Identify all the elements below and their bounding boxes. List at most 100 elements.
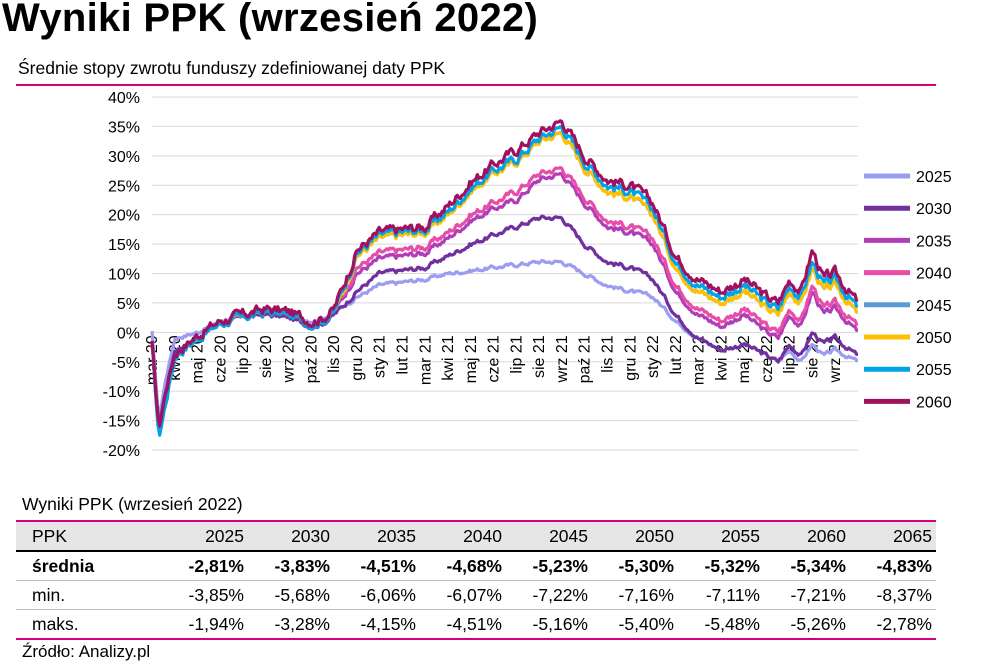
x-tick-label: sie 22: [804, 335, 821, 378]
row-label: średnia: [16, 551, 162, 581]
y-tick-label: 25%: [108, 178, 140, 195]
x-tick-label: wrz 22: [827, 335, 844, 383]
x-tick-label: cze 22: [759, 335, 776, 382]
x-tick-label: kwi 21: [440, 335, 457, 380]
table-cell: -4,68%: [420, 551, 506, 581]
x-tick-label: sty 22: [645, 335, 662, 378]
table-caption: Wyniki PPK (wrzesień 2022): [22, 494, 243, 514]
table-cell: -4,15%: [334, 609, 420, 640]
table-cell: -7,11%: [678, 580, 764, 610]
table-cell: -4,51%: [334, 551, 420, 581]
table-row-average: średnia -2,81% -3,83% -4,51% -4,68% -5,2…: [16, 551, 936, 581]
table-row-min: min. -3,85% -5,68% -6,06% -6,07% -7,22% …: [16, 580, 936, 610]
table-cell: -7,16%: [592, 580, 678, 610]
table-header-cell: 2025: [162, 520, 248, 552]
table-cell: -3,28%: [248, 609, 334, 640]
table-cell: -3,83%: [248, 551, 334, 581]
table-header-cell: PPK: [16, 520, 162, 552]
source-note: Źródło: Analizy.pl: [22, 642, 151, 661]
legend-label: 2035: [916, 233, 952, 250]
x-tick-label: gru 20: [349, 335, 366, 380]
table-cell: -5,34%: [764, 551, 850, 581]
table-header-cell: 2045: [506, 520, 592, 552]
table-cell: -5,48%: [678, 609, 764, 640]
series-line-2060: [150, 119, 859, 428]
series-line-2045: [150, 130, 859, 431]
y-tick-label: -15%: [103, 414, 140, 431]
series-line-2050: [150, 130, 859, 431]
x-tick-label: wrz 21: [554, 335, 571, 383]
table-cell: -5,16%: [506, 609, 592, 640]
y-tick-label: -10%: [103, 384, 140, 401]
legend-label: 2050: [916, 330, 952, 347]
x-tick-label: paź 20: [303, 335, 320, 383]
table-header-cell: 2050: [592, 520, 678, 552]
x-tick-label: lut 21: [395, 335, 412, 374]
table-cell: -8,37%: [850, 580, 936, 610]
legend-label: 2055: [916, 362, 952, 379]
x-tick-label: lut 22: [668, 335, 685, 374]
legend-label: 2040: [916, 266, 952, 283]
table-cell: -6,06%: [334, 580, 420, 610]
x-tick-label: lis 20: [326, 335, 343, 372]
x-tick-label: maj 20: [190, 335, 207, 383]
table-header-cell: 2060: [764, 520, 850, 552]
y-tick-label: 20%: [108, 208, 140, 225]
y-tick-label: 30%: [108, 149, 140, 166]
x-tick-label: cze 20: [212, 335, 229, 382]
x-tick-label: sty 21: [372, 335, 389, 378]
table-cell: -5,26%: [764, 609, 850, 640]
table-header-row: PPK 2025 2030 2035 2040 2045 2050 2055 2…: [16, 520, 936, 552]
series-line-2055: [150, 125, 859, 437]
y-tick-label: 0%: [117, 325, 140, 342]
table-cell: -1,94%: [162, 609, 248, 640]
line-chart: 40% 35% 30% 25% 20% 15% 10% 5% 0% -5% -10% -15% -20%…: [103, 90, 952, 460]
x-tick-label: lip 22: [782, 335, 799, 373]
x-tick-label: sie 21: [531, 335, 548, 378]
table-cell: -5,23%: [506, 551, 592, 581]
table-header-cell: 2035: [334, 520, 420, 552]
x-tick-label: maj 21: [463, 335, 480, 383]
table-cell: -5,68%: [248, 580, 334, 610]
legend-label: 2060: [916, 394, 952, 411]
row-label: min.: [16, 580, 162, 610]
table-header-cell: 2055: [678, 520, 764, 552]
table-header-cell: 2030: [248, 520, 334, 552]
y-tick-label: 5%: [117, 296, 140, 313]
table-cell: -6,07%: [420, 580, 506, 610]
x-tick-label: paź 21: [577, 335, 594, 383]
table-cell: -4,51%: [420, 609, 506, 640]
table-cell: -5,40%: [592, 609, 678, 640]
legend-label: 2045: [916, 298, 952, 315]
table-cell: -2,81%: [162, 551, 248, 581]
table-cell: -5,30%: [592, 551, 678, 581]
y-tick-label: 15%: [108, 237, 140, 254]
table-cell: -2,78%: [850, 609, 936, 640]
table-cell: -3,85%: [162, 580, 248, 610]
page-title: Wyniki PPK (wrzesień 2022): [2, 0, 539, 40]
legend-label: 2030: [916, 201, 952, 218]
x-tick-label: mar 21: [417, 335, 434, 385]
table-header-cell: 2065: [850, 520, 936, 552]
x-tick-label: mar 22: [691, 335, 708, 385]
x-tick-label: sie 20: [258, 335, 275, 378]
table-row-max: maks. -1,94% -3,28% -4,15% -4,51% -5,16%…: [16, 609, 936, 640]
row-label: maks.: [16, 609, 162, 640]
x-tick-label: lip 20: [235, 335, 252, 373]
table-header-cell: 2040: [420, 520, 506, 552]
table-cell: -4,83%: [850, 551, 936, 581]
y-tick-label: -20%: [103, 443, 140, 460]
y-tick-label: 35%: [108, 119, 140, 136]
x-tick-label: gru 21: [622, 335, 639, 380]
table-cell: -7,21%: [764, 580, 850, 610]
y-tick-label: 10%: [108, 267, 140, 284]
y-tick-label: 40%: [108, 90, 140, 107]
x-tick-label: kwi 22: [713, 335, 730, 380]
x-tick-label: cze 21: [486, 335, 503, 382]
table-cell: -7,22%: [506, 580, 592, 610]
subtitle-divider: [16, 84, 936, 86]
x-tick-label: lip 21: [508, 335, 525, 373]
x-tick-label: wrz 20: [281, 335, 298, 383]
y-tick-label: -5%: [112, 355, 140, 372]
legend-label: 2025: [916, 169, 952, 186]
